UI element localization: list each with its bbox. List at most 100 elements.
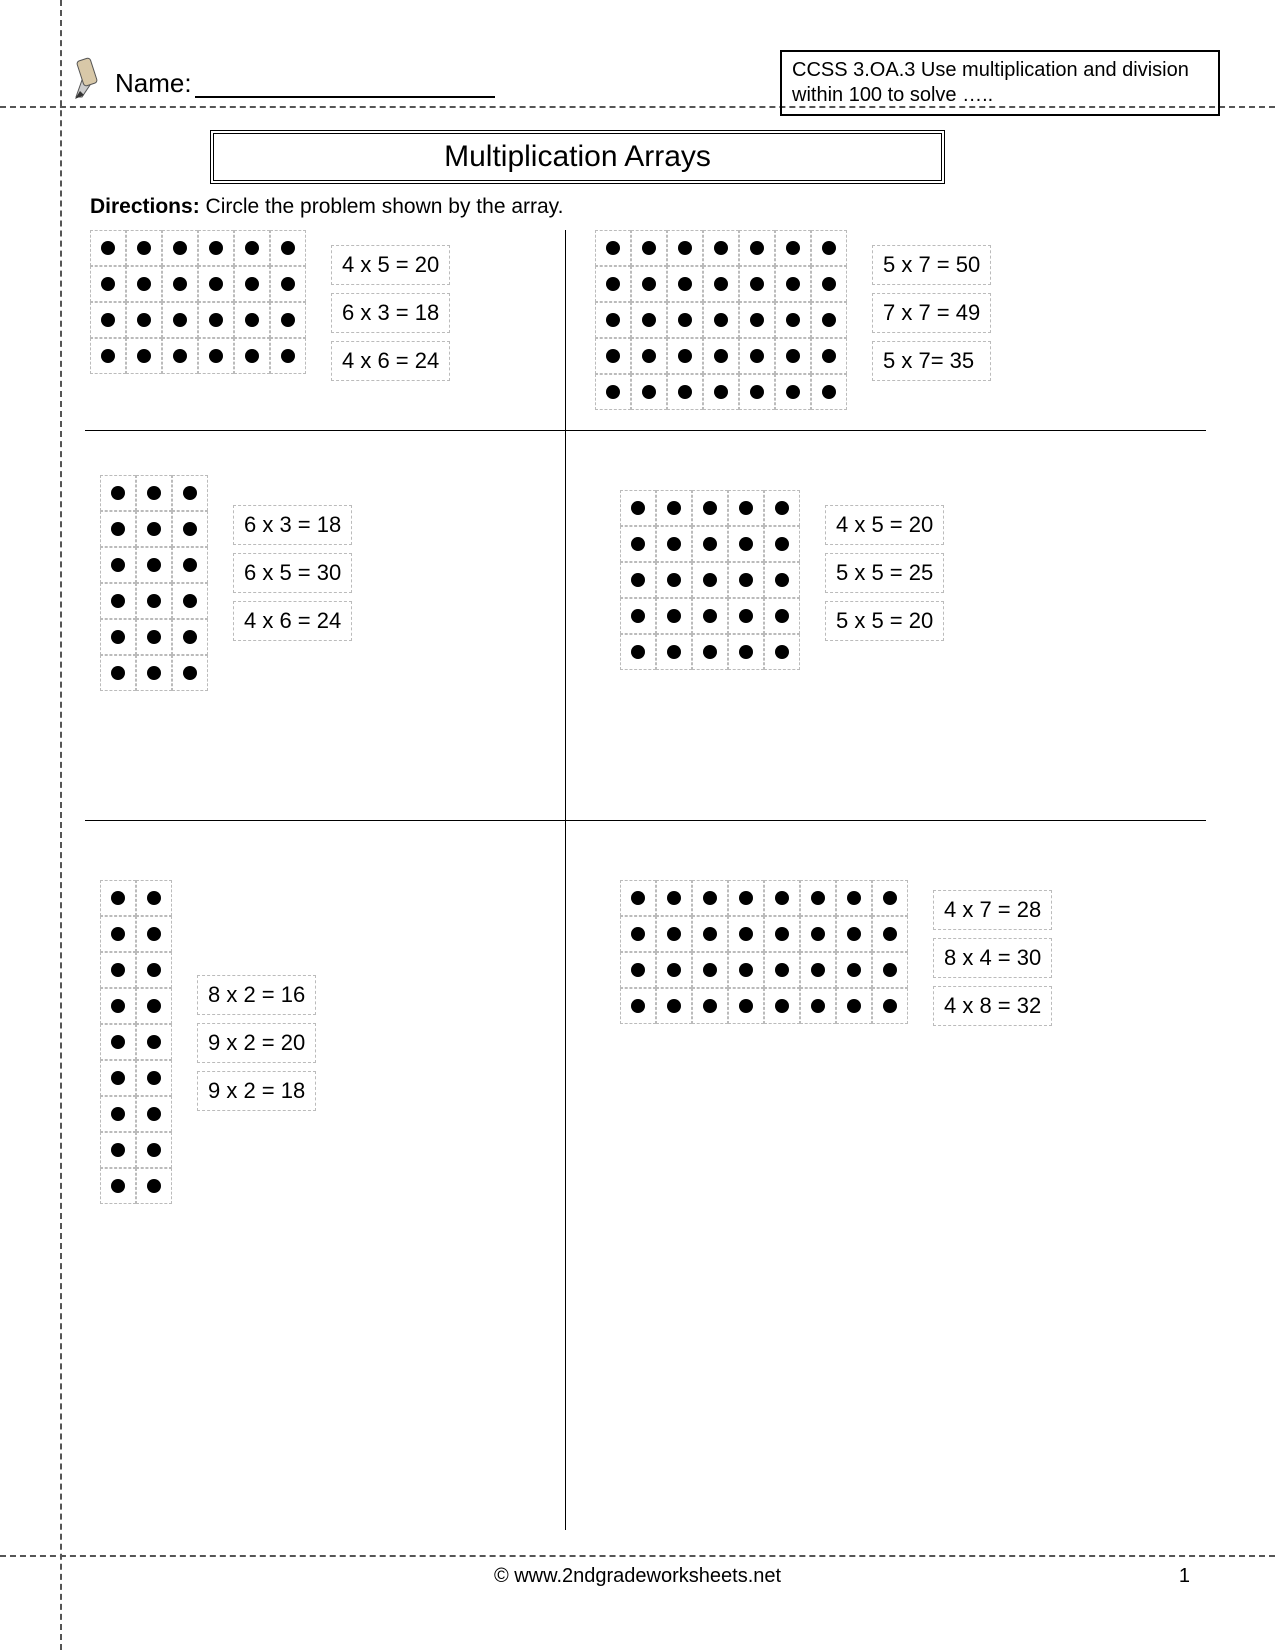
dot-cell	[126, 302, 162, 338]
dot-cell	[692, 988, 728, 1024]
dot-cell	[631, 266, 667, 302]
dot	[714, 277, 728, 291]
dot-cell	[728, 490, 764, 526]
answer-option[interactable]: 5 x 7= 35	[872, 341, 991, 381]
standard-box: CCSS 3.OA.3 Use multiplication and divis…	[780, 50, 1220, 116]
answer-option[interactable]: 8 x 2 = 16	[197, 975, 316, 1015]
horizontal-divider-2-left	[85, 820, 565, 821]
dot-cell	[764, 598, 800, 634]
dot	[147, 1107, 161, 1121]
dot-cell	[136, 952, 172, 988]
page-number: 1	[1179, 1565, 1190, 1588]
dot	[667, 573, 681, 587]
dot-cell	[667, 374, 703, 410]
answer-option[interactable]: 5 x 5 = 25	[825, 553, 944, 593]
dot-cell	[234, 338, 270, 374]
dot-cell	[800, 880, 836, 916]
page-title: Multiplication Arrays	[210, 130, 945, 184]
dot-cell	[595, 338, 631, 374]
dot-cell	[234, 230, 270, 266]
dot	[631, 927, 645, 941]
dot-cell	[100, 1168, 136, 1204]
dot-array	[620, 490, 800, 670]
answer-options: 5 x 7 = 50 7 x 7 = 49 5 x 7= 35	[872, 245, 991, 381]
dot	[642, 385, 656, 399]
answer-option[interactable]: 7 x 7 = 49	[872, 293, 991, 333]
dot	[147, 666, 161, 680]
answer-option[interactable]: 4 x 7 = 28	[933, 890, 1052, 930]
dot-cell	[656, 490, 692, 526]
dot	[811, 927, 825, 941]
dot-cell	[656, 598, 692, 634]
dot-cell	[800, 952, 836, 988]
answer-options: 6 x 3 = 18 6 x 5 = 30 4 x 6 = 24	[233, 505, 352, 641]
answer-option[interactable]: 4 x 8 = 32	[933, 986, 1052, 1026]
dot-cell	[811, 266, 847, 302]
problem-1: 4 x 5 = 20 6 x 3 = 18 4 x 6 = 24	[90, 230, 450, 381]
dot	[775, 573, 789, 587]
dot-cell	[692, 598, 728, 634]
answer-option[interactable]: 8 x 4 = 30	[933, 938, 1052, 978]
directions-label: Directions:	[90, 195, 200, 218]
dot-cell	[136, 475, 172, 511]
answer-option[interactable]: 6 x 5 = 30	[233, 553, 352, 593]
dot-cell	[162, 230, 198, 266]
dot	[147, 630, 161, 644]
dot	[811, 999, 825, 1013]
dot-cell	[136, 511, 172, 547]
dot-cell	[90, 266, 126, 302]
dot-cell	[703, 302, 739, 338]
dot	[667, 645, 681, 659]
dot-cell	[100, 475, 136, 511]
answer-option[interactable]: 4 x 5 = 20	[825, 505, 944, 545]
dot	[173, 241, 187, 255]
dot-cell	[667, 302, 703, 338]
dot	[631, 501, 645, 515]
dot-cell	[620, 526, 656, 562]
dot-cell	[739, 338, 775, 374]
dot-cell	[620, 598, 656, 634]
problem-4: 4 x 5 = 20 5 x 5 = 25 5 x 5 = 20	[620, 490, 944, 670]
answer-option[interactable]: 4 x 6 = 24	[233, 601, 352, 641]
answer-option[interactable]: 9 x 2 = 18	[197, 1071, 316, 1111]
dot-cell	[100, 1132, 136, 1168]
dot-cell	[775, 374, 811, 410]
dot	[631, 963, 645, 977]
dot	[678, 277, 692, 291]
dot	[703, 927, 717, 941]
directions-text: Circle the problem shown by the array.	[200, 195, 564, 218]
dot-cell	[836, 988, 872, 1024]
answer-option[interactable]: 9 x 2 = 20	[197, 1023, 316, 1063]
dot	[631, 891, 645, 905]
answer-option[interactable]: 5 x 7 = 50	[872, 245, 991, 285]
dot	[822, 277, 836, 291]
dot-cell	[739, 230, 775, 266]
dot	[111, 999, 125, 1013]
dot-cell	[775, 302, 811, 338]
dot	[209, 349, 223, 363]
answer-option[interactable]: 6 x 3 = 18	[233, 505, 352, 545]
dot	[111, 891, 125, 905]
answer-option[interactable]: 5 x 5 = 20	[825, 601, 944, 641]
dot	[739, 609, 753, 623]
name-input-line[interactable]	[195, 96, 495, 98]
answer-option[interactable]: 4 x 5 = 20	[331, 245, 450, 285]
dot-cell	[136, 547, 172, 583]
dot-cell	[703, 230, 739, 266]
dot-cell	[162, 302, 198, 338]
dot-cell	[162, 338, 198, 374]
dot-cell	[728, 634, 764, 670]
answer-options: 4 x 7 = 28 8 x 4 = 30 4 x 8 = 32	[933, 890, 1052, 1026]
dot	[281, 277, 295, 291]
dot-array	[90, 230, 306, 374]
dot-cell	[728, 526, 764, 562]
answer-option[interactable]: 4 x 6 = 24	[331, 341, 450, 381]
dot	[173, 313, 187, 327]
dot-cell	[100, 916, 136, 952]
dot-cell	[764, 916, 800, 952]
answer-option[interactable]: 6 x 3 = 18	[331, 293, 450, 333]
dot-cell	[656, 916, 692, 952]
dot-cell	[172, 475, 208, 511]
dot	[111, 1179, 125, 1193]
dot-cell	[692, 952, 728, 988]
